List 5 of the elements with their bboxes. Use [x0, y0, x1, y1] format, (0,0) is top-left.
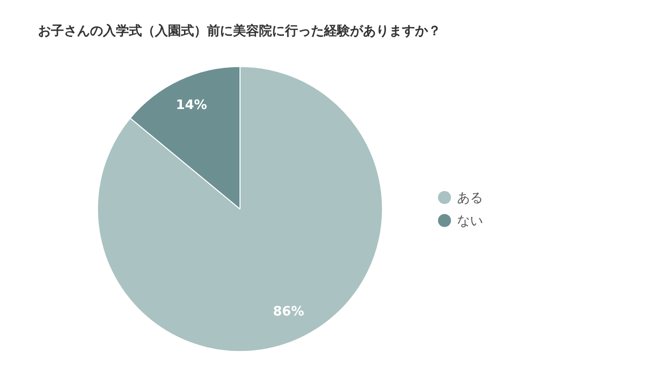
legend-label: ある	[457, 190, 483, 206]
chart-title: お子さんの入学式（入園式）前に美容院に行った経験がありますか？	[38, 22, 441, 40]
data-label: 86%	[272, 304, 304, 320]
data-label: 14%	[176, 98, 208, 114]
legend-label: ない	[457, 212, 483, 230]
